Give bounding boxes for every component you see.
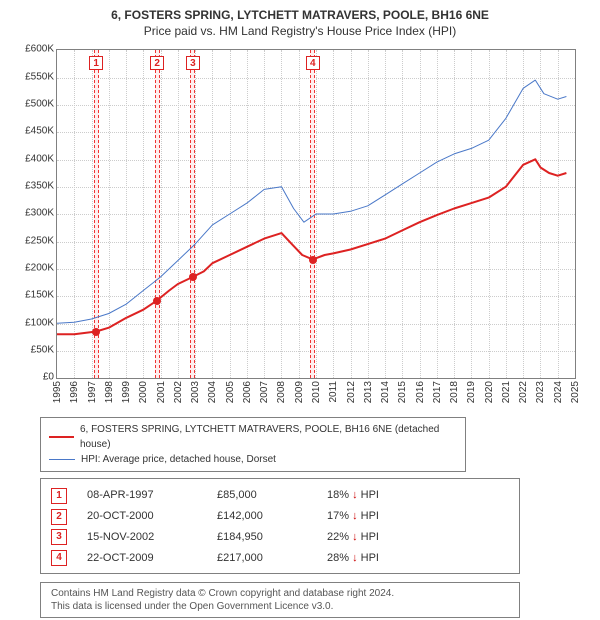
x-tick-label: 2018 bbox=[449, 381, 460, 403]
x-tick-label: 1997 bbox=[87, 381, 98, 403]
footer-line2: This data is licensed under the Open Gov… bbox=[51, 600, 509, 613]
x-tick-label: 1995 bbox=[52, 381, 63, 403]
sale-row-badge: 3 bbox=[51, 529, 67, 545]
legend-row-property: 6, FOSTERS SPRING, LYTCHETT MATRAVERS, P… bbox=[49, 422, 457, 452]
price-chart: £0£50K£100K£150K£200K£250K£300K£350K£400… bbox=[12, 45, 588, 415]
x-tick-label: 2008 bbox=[276, 381, 287, 403]
y-tick-label: £600K bbox=[25, 44, 54, 55]
x-tick-label: 2006 bbox=[242, 381, 253, 403]
x-tick-label: 2017 bbox=[432, 381, 443, 403]
plot-area: 1234 bbox=[56, 49, 576, 379]
y-tick-label: £550K bbox=[25, 71, 54, 82]
sale-row-badge: 4 bbox=[51, 550, 67, 566]
x-tick-label: 2001 bbox=[156, 381, 167, 403]
x-tick-label: 2019 bbox=[466, 381, 477, 403]
page-title: 6, FOSTERS SPRING, LYTCHETT MATRAVERS, P… bbox=[12, 8, 588, 24]
y-tick-label: £300K bbox=[25, 208, 54, 219]
legend-swatch-hpi bbox=[49, 459, 75, 460]
sale-row-price: £142,000 bbox=[217, 506, 307, 527]
sale-row-diff: 17% ↓ HPI bbox=[327, 506, 427, 527]
y-tick-label: £250K bbox=[25, 235, 54, 246]
x-tick-label: 2020 bbox=[484, 381, 495, 403]
x-tick-label: 2025 bbox=[570, 381, 581, 403]
y-tick-label: £500K bbox=[25, 98, 54, 109]
down-arrow-icon: ↓ bbox=[352, 510, 358, 522]
y-tick-label: £400K bbox=[25, 153, 54, 164]
sale-row-badge: 1 bbox=[51, 488, 67, 504]
y-tick-label: £450K bbox=[25, 126, 54, 137]
y-tick-label: £150K bbox=[25, 290, 54, 301]
y-tick-label: £350K bbox=[25, 180, 54, 191]
sale-dot bbox=[92, 328, 100, 336]
sale-row-diff: 28% ↓ HPI bbox=[327, 548, 427, 569]
x-tick-label: 1999 bbox=[121, 381, 132, 403]
sale-row-date: 08-APR-1997 bbox=[87, 485, 197, 506]
sale-row-date: 15-NOV-2002 bbox=[87, 527, 197, 548]
y-tick-label: £200K bbox=[25, 262, 54, 273]
sale-row-diff: 18% ↓ HPI bbox=[327, 485, 427, 506]
x-tick-label: 1998 bbox=[104, 381, 115, 403]
x-tick-label: 2002 bbox=[173, 381, 184, 403]
x-axis: 1995199619971998199920002001200220032004… bbox=[56, 381, 576, 415]
down-arrow-icon: ↓ bbox=[352, 531, 358, 543]
down-arrow-icon: ↓ bbox=[352, 489, 358, 501]
x-tick-label: 2003 bbox=[190, 381, 201, 403]
sale-row-price: £217,000 bbox=[217, 548, 307, 569]
sale-row: 4 22-OCT-2009 £217,000 28% ↓ HPI bbox=[51, 548, 509, 569]
x-tick-label: 2024 bbox=[553, 381, 564, 403]
x-tick-label: 2004 bbox=[207, 381, 218, 403]
x-tick-label: 2014 bbox=[380, 381, 391, 403]
x-tick-label: 2007 bbox=[259, 381, 270, 403]
down-arrow-icon: ↓ bbox=[352, 552, 358, 564]
x-tick-label: 2000 bbox=[138, 381, 149, 403]
sale-row: 2 20-OCT-2000 £142,000 17% ↓ HPI bbox=[51, 506, 509, 527]
legend: 6, FOSTERS SPRING, LYTCHETT MATRAVERS, P… bbox=[40, 417, 466, 472]
sale-row-diff: 22% ↓ HPI bbox=[327, 527, 427, 548]
sale-dot bbox=[189, 273, 197, 281]
x-tick-label: 2009 bbox=[294, 381, 305, 403]
series-property bbox=[57, 50, 575, 378]
x-tick-label: 2013 bbox=[363, 381, 374, 403]
sales-table: 1 08-APR-1997 £85,000 18% ↓ HPI 2 20-OCT-2000… bbox=[40, 478, 520, 574]
sale-row-date: 22-OCT-2009 bbox=[87, 548, 197, 569]
sale-dot bbox=[153, 297, 161, 305]
y-tick-label: £50K bbox=[31, 344, 54, 355]
sale-row-date: 20-OCT-2000 bbox=[87, 506, 197, 527]
x-tick-label: 2022 bbox=[518, 381, 529, 403]
legend-swatch-property bbox=[49, 436, 74, 438]
legend-label-hpi: HPI: Average price, detached house, Dors… bbox=[81, 452, 276, 467]
legend-label-property: 6, FOSTERS SPRING, LYTCHETT MATRAVERS, P… bbox=[80, 422, 457, 452]
legend-row-hpi: HPI: Average price, detached house, Dors… bbox=[49, 452, 457, 467]
sale-dot bbox=[309, 256, 317, 264]
sale-row-price: £184,950 bbox=[217, 527, 307, 548]
footer: Contains HM Land Registry data © Crown c… bbox=[40, 582, 520, 618]
x-tick-label: 2011 bbox=[328, 381, 339, 403]
x-tick-label: 1996 bbox=[69, 381, 80, 403]
x-tick-label: 2005 bbox=[225, 381, 236, 403]
x-tick-label: 2023 bbox=[535, 381, 546, 403]
sale-row: 3 15-NOV-2002 £184,950 22% ↓ HPI bbox=[51, 527, 509, 548]
page-subtitle: Price paid vs. HM Land Registry's House … bbox=[12, 24, 588, 40]
y-tick-label: £100K bbox=[25, 317, 54, 328]
x-tick-label: 2015 bbox=[397, 381, 408, 403]
x-tick-label: 2021 bbox=[501, 381, 512, 403]
x-tick-label: 2010 bbox=[311, 381, 322, 403]
y-axis: £0£50K£100K£150K£200K£250K£300K£350K£400… bbox=[12, 45, 56, 415]
footer-line1: Contains HM Land Registry data © Crown c… bbox=[51, 587, 509, 600]
sale-row-price: £85,000 bbox=[217, 485, 307, 506]
sale-row: 1 08-APR-1997 £85,000 18% ↓ HPI bbox=[51, 485, 509, 506]
x-tick-label: 2016 bbox=[415, 381, 426, 403]
sale-row-badge: 2 bbox=[51, 509, 67, 525]
x-tick-label: 2012 bbox=[346, 381, 357, 403]
